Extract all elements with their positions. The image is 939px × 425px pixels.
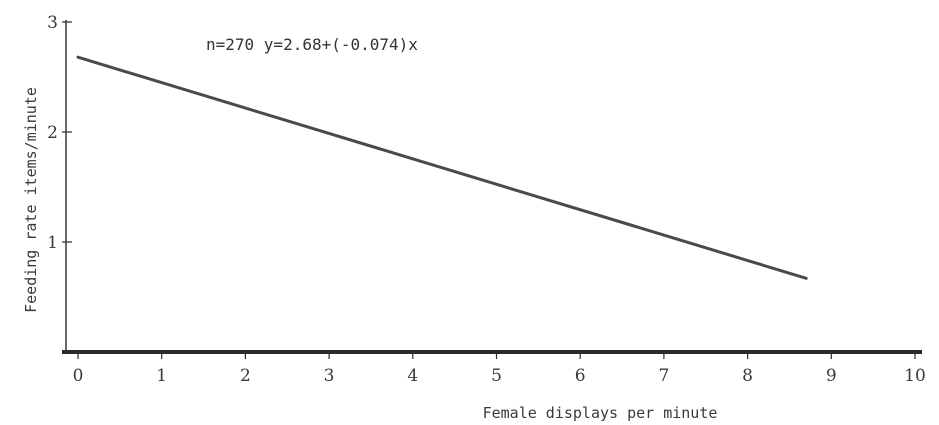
x-tick-label-10: 10 (904, 366, 926, 386)
axes (62, 20, 922, 352)
x-tick-label-9: 9 (826, 366, 837, 386)
series (78, 57, 806, 278)
x-tick-label-0: 0 (73, 366, 84, 386)
y-tick-label-3: 3 (47, 13, 58, 33)
y-tick-label-1: 1 (47, 233, 58, 253)
x-tick-label-1: 1 (156, 366, 167, 386)
ticks: 1 2 3 0 1 2 3 4 5 6 7 8 9 10 (47, 13, 926, 386)
x-tick-label-8: 8 (742, 366, 753, 386)
x-tick-label-6: 6 (575, 366, 586, 386)
x-tick-label-7: 7 (658, 366, 669, 386)
x-tick-label-4: 4 (407, 366, 418, 386)
x-tick-label-2: 2 (240, 366, 251, 386)
x-tick-label-3: 3 (324, 366, 335, 386)
x-axis-title: Female displays per minute (483, 404, 718, 422)
y-axis-title: Feeding rate items/minute (22, 87, 40, 313)
regression-line-0 (78, 57, 806, 278)
x-tick-label-5: 5 (491, 366, 502, 386)
y-tick-label-2: 2 (47, 123, 58, 143)
regression-annotation: n=270 y=2.68+(-0.074)x (206, 35, 418, 54)
